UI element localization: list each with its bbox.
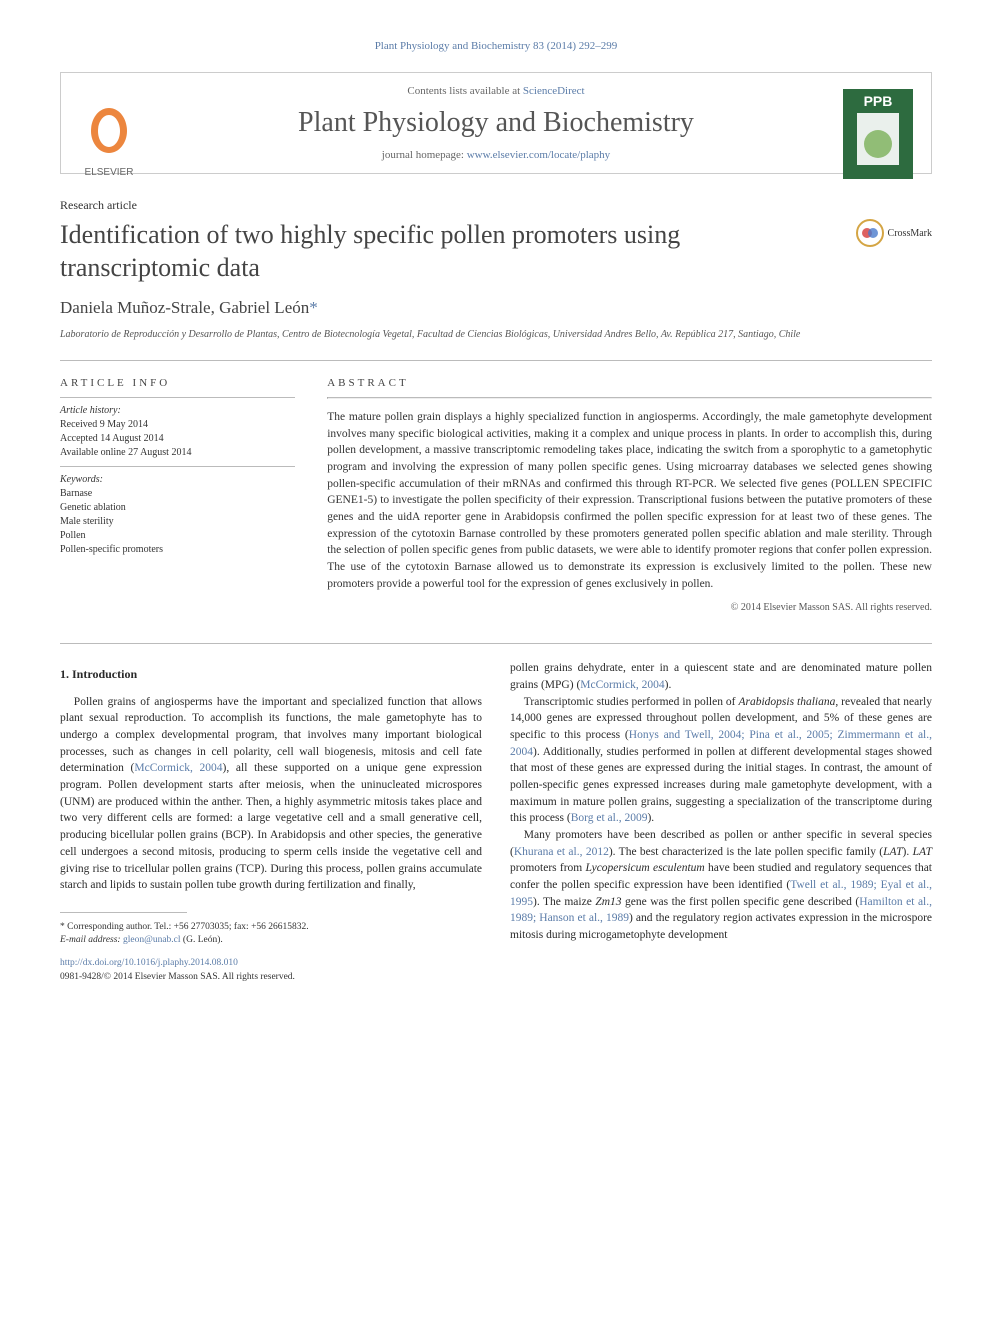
- journal-cover-thumbnail: PPB: [843, 89, 913, 179]
- divider: [60, 466, 295, 467]
- body-paragraph: Many promoters have been described as po…: [510, 827, 932, 944]
- keywords-label: Keywords:: [60, 473, 295, 487]
- contents-line: Contents lists available at ScienceDirec…: [79, 85, 913, 97]
- homepage-prefix: journal homepage:: [382, 149, 467, 161]
- corr-author-info: * Corresponding author. Tel.: +56 277030…: [60, 921, 482, 934]
- email-suffix: (G. León).: [181, 935, 223, 945]
- author-names: Daniela Muñoz-Strale, Gabriel León: [60, 298, 309, 317]
- corresponding-footnote: * Corresponding author. Tel.: +56 277030…: [60, 921, 482, 948]
- footnote-divider: [60, 912, 187, 913]
- article-info-column: ARTICLE INFO Article history: Received 9…: [60, 377, 295, 613]
- body-columns: 1. Introduction Pollen grains of angiosp…: [60, 660, 932, 985]
- citation-line: Plant Physiology and Biochemistry 83 (20…: [60, 40, 932, 52]
- keyword: Pollen-specific promoters: [60, 543, 295, 557]
- keyword: Male sterility: [60, 515, 295, 529]
- keyword: Barnase: [60, 487, 295, 501]
- sciencedirect-link[interactable]: ScienceDirect: [523, 85, 585, 97]
- citation-ref[interactable]: Borg et al., 2009: [571, 812, 648, 824]
- body-paragraph: pollen grains dehydrate, enter in a quie…: [510, 660, 932, 693]
- citation-ref[interactable]: McCormick, 2004: [580, 679, 664, 691]
- email-label: E-mail address:: [60, 935, 123, 945]
- received-date: Received 9 May 2014: [60, 418, 295, 432]
- article-info-header: ARTICLE INFO: [60, 377, 295, 389]
- issn-line: 0981-9428/© 2014 Elsevier Masson SAS. Al…: [60, 971, 482, 985]
- abstract-column: ABSTRACT The mature pollen grain display…: [327, 377, 932, 613]
- body-paragraph: Pollen grains of angiosperms have the im…: [60, 694, 482, 894]
- corresponding-marker: *: [309, 298, 318, 317]
- divider: [60, 643, 932, 644]
- divider: [327, 397, 932, 399]
- copyright-line: © 2014 Elsevier Masson SAS. All rights r…: [327, 602, 932, 613]
- body-column-right: pollen grains dehydrate, enter in a quie…: [510, 660, 932, 985]
- divider: [60, 360, 932, 361]
- citation-ref[interactable]: Khurana et al., 2012: [514, 846, 609, 858]
- doi-block: http://dx.doi.org/10.1016/j.plaphy.2014.…: [60, 957, 482, 985]
- homepage-line: journal homepage: www.elsevier.com/locat…: [79, 149, 913, 161]
- journal-name: Plant Physiology and Biochemistry: [79, 107, 913, 139]
- email-link[interactable]: gleon@unab.cl: [123, 935, 181, 945]
- history-label: Article history:: [60, 404, 295, 418]
- svg-text:ELSEVIER: ELSEVIER: [85, 167, 134, 178]
- abstract-text: The mature pollen grain displays a highl…: [327, 409, 932, 592]
- crossmark-icon: [856, 219, 884, 247]
- doi-link[interactable]: http://dx.doi.org/10.1016/j.plaphy.2014.…: [60, 958, 238, 968]
- article-type: Research article: [60, 198, 932, 213]
- keyword: Genetic ablation: [60, 501, 295, 515]
- divider: [60, 397, 295, 398]
- keyword: Pollen: [60, 529, 295, 543]
- elsevier-logo: ELSEVIER: [79, 103, 139, 188]
- online-date: Available online 27 August 2014: [60, 446, 295, 460]
- homepage-link[interactable]: www.elsevier.com/locate/plaphy: [467, 149, 610, 161]
- journal-header-box: ELSEVIER PPB Contents lists available at…: [60, 72, 932, 174]
- section-heading: 1. Introduction: [60, 666, 482, 683]
- affiliation: Laboratorio de Reproducción y Desarrollo…: [60, 328, 932, 342]
- article-title: Identification of two highly specific po…: [60, 219, 856, 284]
- body-paragraph: Transcriptomic studies performed in poll…: [510, 694, 932, 827]
- body-column-left: 1. Introduction Pollen grains of angiosp…: [60, 660, 482, 985]
- contents-prefix: Contents lists available at: [407, 85, 522, 97]
- cover-label: PPB: [864, 93, 893, 109]
- authors: Daniela Muñoz-Strale, Gabriel León*: [60, 298, 932, 318]
- crossmark-label: CrossMark: [888, 228, 932, 239]
- citation-ref[interactable]: McCormick, 2004: [134, 762, 222, 774]
- abstract-header: ABSTRACT: [327, 377, 932, 389]
- accepted-date: Accepted 14 August 2014: [60, 432, 295, 446]
- crossmark-badge[interactable]: CrossMark: [856, 219, 932, 247]
